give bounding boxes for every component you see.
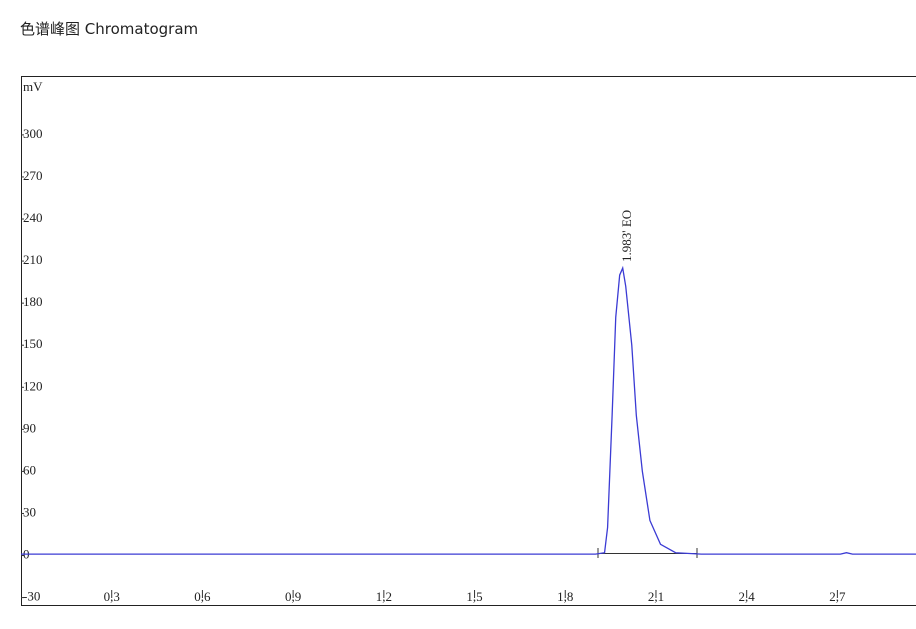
x-tick-label: 0,3 (104, 589, 120, 604)
y-tick-label: 210 (23, 252, 43, 267)
y-tick-label: 60 (23, 462, 36, 477)
chart-title: 色谱峰图 Chromatogram (20, 20, 198, 38)
x-tick-label: 1,2 (376, 589, 392, 604)
y-tick-label: 90 (23, 420, 36, 435)
y-tick-label: 240 (23, 210, 43, 225)
peak-annotation: 1.983' EO (619, 210, 634, 262)
y-tick-label: 120 (23, 378, 43, 393)
y-tick-label: 150 (23, 336, 43, 351)
x-tick-label: 2,7 (829, 589, 846, 604)
y-tick-label: 270 (23, 168, 43, 183)
y-tick-label: 180 (23, 294, 43, 309)
signal-line (21, 265, 916, 555)
y-tick-label: -30 (23, 589, 40, 604)
y-tick-label: 30 (23, 504, 36, 519)
x-tick-label: 1,5 (466, 589, 482, 604)
x-tick-label: 2,1 (648, 589, 664, 604)
x-tick-label: 1,8 (557, 589, 573, 604)
y-tick-label: 300 (23, 126, 43, 141)
x-tick-label: 0,9 (285, 589, 301, 604)
x-tick-label: 2,4 (739, 589, 756, 604)
y-axis-label: mV (23, 79, 43, 94)
x-tick-label: 0,6 (194, 589, 211, 604)
